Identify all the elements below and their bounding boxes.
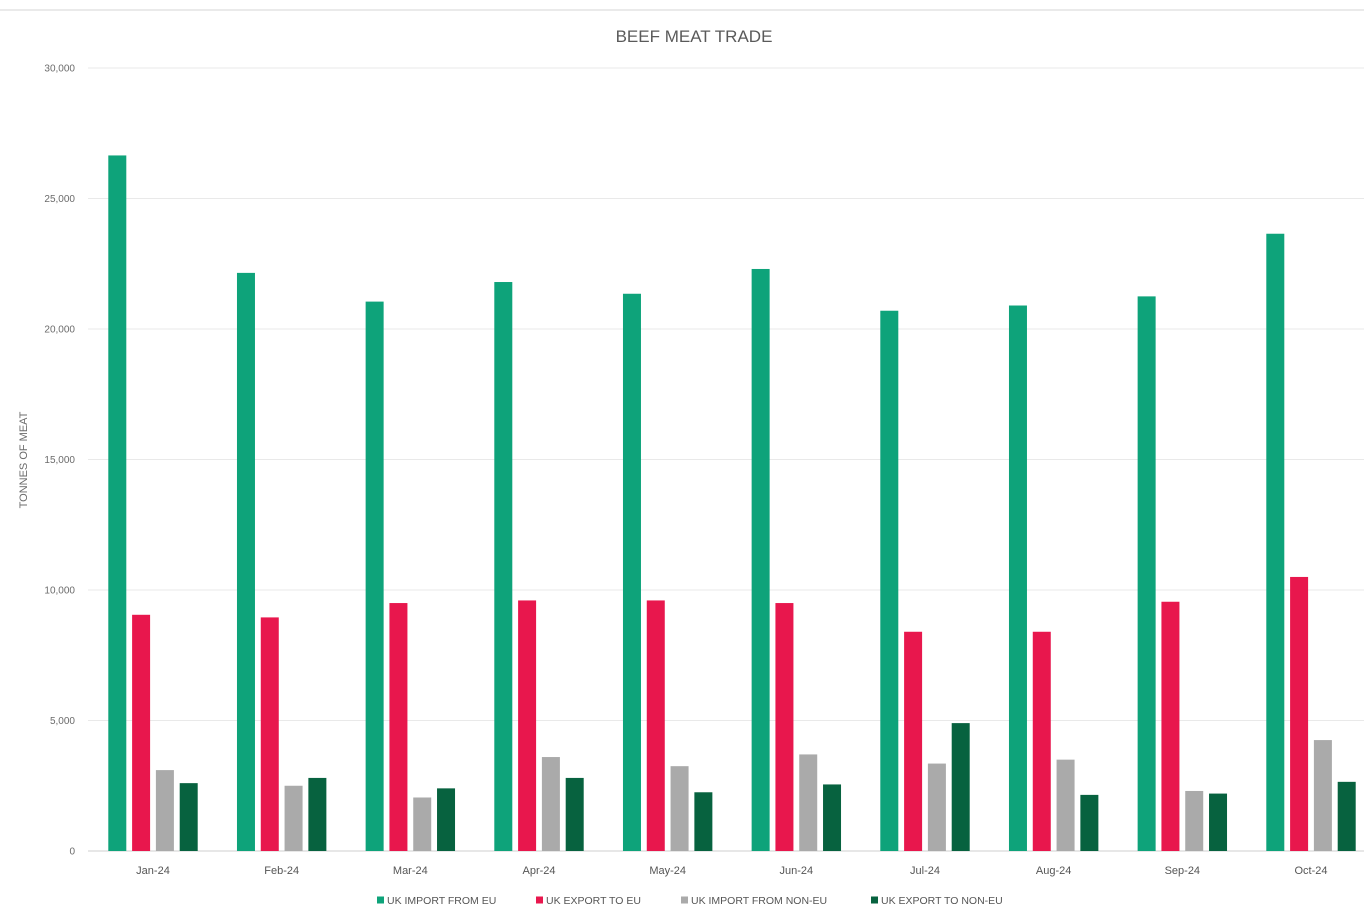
x-tick-label: Mar-24 [393,865,428,877]
bar [1209,793,1228,851]
legend-label: UK EXPORT TO EU [546,895,641,907]
y-tick-label: 0 [69,847,75,858]
bar [904,631,923,851]
x-tick-label: Aug-24 [1036,865,1071,877]
bar [880,310,899,852]
bar [132,614,151,851]
y-tick-label: 10,000 [44,586,75,597]
x-tick-label: Feb-24 [264,865,299,877]
x-tick-label: Jan-24 [136,865,170,877]
legend-label: UK EXPORT TO NON-EU [881,895,1003,907]
bar [1313,740,1332,851]
legend-label: UK IMPORT FROM EU [387,895,496,907]
y-tick-label: 25,000 [44,194,75,205]
bar [518,600,537,851]
bar [799,754,818,851]
bar [413,797,432,851]
x-axis-ticks: Jan-24 Feb-24 Mar-24 Apr-24 May-24 Jun-24 Jul-… [136,865,1327,877]
bar [1056,759,1075,851]
bar [951,723,970,851]
bar [927,763,946,851]
y-axis-ticks: 0 5,000 10,000 15,000 20,000 25,000 30,000 [44,64,75,858]
legend-label: UK IMPORT FROM NON-EU [691,895,827,907]
bar [437,788,456,851]
bar [565,777,584,851]
x-tick-label: Jun-24 [780,865,814,877]
bar [1161,601,1180,851]
bar [108,155,127,851]
y-axis-label: TONNES OF MEAT [18,411,30,508]
x-tick-label: Oct-24 [1294,865,1327,877]
x-tick-label: Sep-24 [1165,865,1200,877]
y-tick-label: 30,000 [44,64,75,75]
bar [284,785,303,851]
x-tick-label: May-24 [649,865,686,877]
chart-title: BEEF MEAT TRADE [616,27,773,46]
legend: UK IMPORT FROM EU UK EXPORT TO EU UK IMPOR… [377,895,1003,907]
legend-swatch [681,896,688,904]
bar [1290,576,1309,851]
bar [389,603,408,851]
y-tick-label: 20,000 [44,325,75,336]
bar [155,770,174,851]
bar [260,617,279,851]
bar [751,268,770,852]
bar [179,783,198,851]
bars [108,155,1356,852]
bar [646,600,665,851]
legend-swatch [871,896,878,904]
bar [1266,233,1285,852]
bar [1008,305,1027,851]
legend-swatch [536,896,543,904]
bar [670,766,689,851]
y-tick-label: 5,000 [50,716,75,727]
bar [1185,790,1204,851]
bar [308,777,327,851]
bar [1337,781,1356,851]
bar [1137,296,1156,852]
legend-swatch [377,896,384,904]
bar [1032,631,1051,851]
x-tick-label: Apr-24 [522,865,555,877]
bar [823,784,842,851]
x-tick-label: Jul-24 [910,865,940,877]
bar [494,282,513,851]
bar [622,293,641,851]
bar [236,272,255,851]
bar [1080,794,1099,851]
bar [694,792,713,851]
y-tick-label: 15,000 [44,455,75,466]
bar [775,603,794,851]
bar [365,301,384,852]
bar [541,757,560,851]
